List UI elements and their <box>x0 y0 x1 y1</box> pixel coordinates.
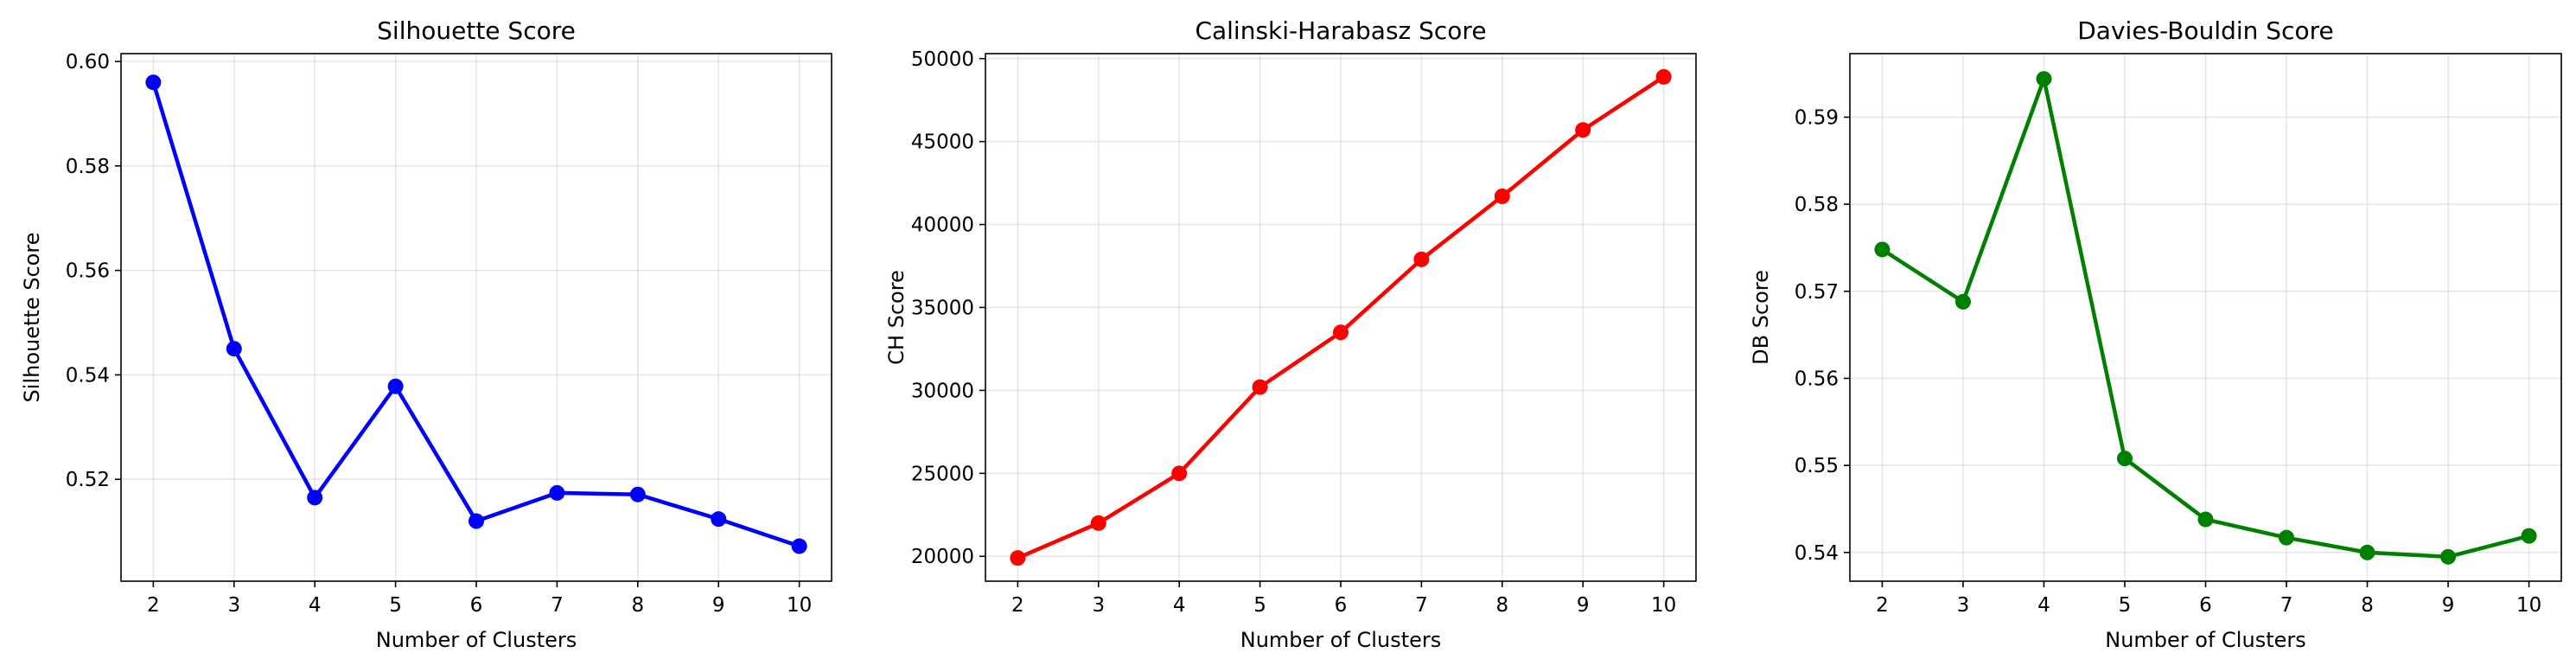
y-tick-label: 40000 <box>911 214 974 237</box>
y-tick-label: 0.58 <box>1795 194 1839 216</box>
data-point <box>1090 515 1106 531</box>
chart-panel-3: 2 3 4 5 6 7 8 9 10 0.54 0.55 0.56 0.57 0.58 0.59 Davies… <box>1749 16 2562 652</box>
x-axis-label: Number of Clusters <box>2105 628 2306 652</box>
data-point <box>1655 68 1672 85</box>
data-point <box>1413 251 1430 267</box>
y-tick-label: 0.54 <box>1795 542 1839 565</box>
chart-panel-2: 2 3 4 5 6 7 8 9 10 20000 25000 30000 35000 40000 45000… <box>884 16 1697 652</box>
chart-title: Silhouette Score <box>377 16 576 45</box>
data-point <box>1171 465 1188 482</box>
data-point <box>2116 451 2133 467</box>
y-tick-label: 0.56 <box>1795 368 1839 390</box>
y-tick-label: 0.60 <box>66 51 110 74</box>
data-point <box>629 486 646 502</box>
x-tick-label: 8 <box>2361 594 2374 617</box>
y-tick-label: 45000 <box>911 131 974 154</box>
y-tick-label: 0.56 <box>66 260 110 283</box>
y-tick-label: 35000 <box>911 297 974 319</box>
data-point <box>2359 544 2375 560</box>
data-point <box>2197 511 2214 528</box>
data-point <box>1874 241 1891 258</box>
x-tick-label: 10 <box>1651 594 1676 617</box>
x-tick-label: 5 <box>389 594 402 617</box>
y-axis-label: DB Score <box>1749 270 1773 365</box>
data-point <box>1494 188 1510 204</box>
x-tick-label: 3 <box>227 594 240 617</box>
y-tick-label: 0.54 <box>66 364 110 387</box>
x-tick-label: 3 <box>1957 594 1970 617</box>
x-tick-label: 9 <box>1577 594 1590 617</box>
data-point <box>145 74 162 91</box>
data-point <box>226 341 242 357</box>
x-tick-label: 6 <box>470 594 483 617</box>
x-tick-label: 10 <box>787 594 812 617</box>
axes-frame <box>120 53 832 582</box>
x-tick-label: 9 <box>2442 594 2455 617</box>
axes-frame <box>985 53 1697 582</box>
data-point <box>2036 71 2052 87</box>
y-tick-label: 0.55 <box>1795 455 1839 477</box>
x-tick-label: 2 <box>147 594 160 617</box>
y-tick-label: 50000 <box>911 48 974 71</box>
x-tick-label: 9 <box>712 594 725 617</box>
data-point <box>791 538 807 554</box>
y-tick-label: 0.58 <box>66 156 110 178</box>
chart-title: Calinski-Harabasz Score <box>1195 16 1486 45</box>
x-axis-label: Number of Clusters <box>1240 628 1442 652</box>
x-tick-label: 6 <box>1335 594 1348 617</box>
data-point <box>711 511 727 528</box>
x-tick-label: 7 <box>2280 594 2293 617</box>
data-point <box>549 484 565 501</box>
y-tick-label: 20000 <box>911 546 974 568</box>
grid <box>1850 54 2561 581</box>
x-axis-label: Number of Clusters <box>376 628 577 652</box>
grid <box>121 54 832 581</box>
x-tick-label: 2 <box>1876 594 1889 617</box>
x-tick-label: 7 <box>551 594 564 617</box>
x-tick-label: 7 <box>1415 594 1428 617</box>
data-point <box>1575 122 1591 138</box>
y-tick-label: 25000 <box>911 463 974 485</box>
y-tick-label: 0.59 <box>1795 106 1839 129</box>
x-tick-label: 4 <box>2037 594 2050 617</box>
chart-title: Davies-Bouldin Score <box>2077 16 2333 45</box>
data-point <box>1333 324 1349 341</box>
x-tick-label: 4 <box>1173 594 1186 617</box>
y-tick-label: 0.57 <box>1795 281 1839 304</box>
y-tick-label: 0.52 <box>66 469 110 491</box>
x-tick-label: 4 <box>309 594 322 617</box>
x-tick-label: 8 <box>1495 594 1508 617</box>
y-axis-label: CH Score <box>884 270 909 365</box>
y-axis-label: Silhouette Score <box>20 233 44 403</box>
axes-frame <box>1849 53 2562 582</box>
data-point <box>2521 528 2537 544</box>
data-point <box>1954 293 1971 310</box>
data-point <box>1252 379 1268 395</box>
x-tick-label: 6 <box>2199 594 2212 617</box>
grid <box>985 54 1696 581</box>
data-point <box>387 378 404 394</box>
chart-panel-1: 2 3 4 5 6 7 8 9 10 0.52 0.54 0.56 0.58 0.60 Silhouette… <box>20 16 832 652</box>
x-tick-label: 8 <box>631 594 644 617</box>
x-tick-label: 5 <box>1253 594 1266 617</box>
x-tick-label: 3 <box>1092 594 1105 617</box>
data-point <box>2440 548 2457 565</box>
x-tick-label: 2 <box>1011 594 1024 617</box>
data-point <box>1010 550 1026 566</box>
x-tick-label: 5 <box>2119 594 2132 617</box>
x-tick-label: 10 <box>2516 594 2541 617</box>
data-point <box>307 490 323 506</box>
y-tick-label: 30000 <box>911 380 974 402</box>
data-point <box>469 513 484 529</box>
data-point <box>2279 529 2295 546</box>
